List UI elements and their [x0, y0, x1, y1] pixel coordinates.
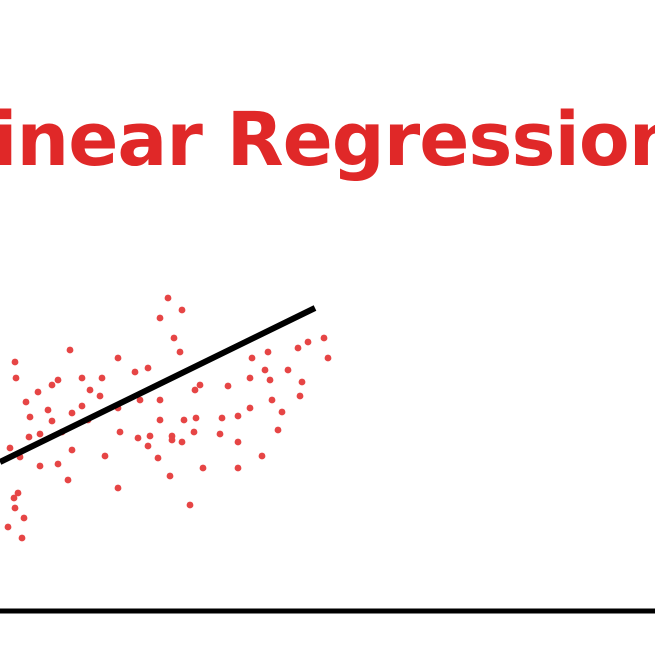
data-point [116, 428, 124, 436]
data-point [10, 494, 18, 502]
data-point [36, 430, 44, 438]
data-point [154, 454, 162, 462]
data-point [136, 396, 144, 404]
data-point [78, 374, 86, 382]
data-point [178, 438, 186, 446]
data-point [246, 374, 254, 382]
data-point [14, 489, 22, 497]
data-point [54, 460, 62, 468]
data-points [4, 294, 332, 542]
data-point [284, 366, 292, 374]
data-point [261, 366, 269, 374]
data-point [54, 376, 62, 384]
data-point [26, 413, 34, 421]
data-point [20, 514, 28, 522]
data-point [320, 334, 328, 342]
data-point [11, 358, 19, 366]
data-point [68, 409, 76, 417]
data-point [68, 446, 76, 454]
data-point [178, 306, 186, 314]
data-point [191, 386, 199, 394]
data-point [48, 381, 56, 389]
data-point [170, 334, 178, 342]
data-point [66, 346, 74, 354]
data-point [258, 452, 266, 460]
data-point [98, 374, 106, 382]
data-point [164, 294, 172, 302]
data-point [224, 382, 232, 390]
data-point [234, 464, 242, 472]
data-point [278, 408, 286, 416]
data-point [36, 462, 44, 470]
data-point [22, 398, 30, 406]
data-point [304, 338, 312, 346]
data-point [186, 501, 194, 509]
data-point [180, 416, 188, 424]
data-point [25, 433, 33, 441]
data-point [134, 434, 142, 442]
page-title: Linear Regression [0, 97, 655, 183]
data-point [156, 314, 164, 322]
data-point [234, 438, 242, 446]
data-point [144, 364, 152, 372]
data-point [176, 348, 184, 356]
data-point [196, 381, 204, 389]
data-point [44, 406, 52, 414]
regression-line [0, 305, 317, 465]
data-point [114, 484, 122, 492]
data-point [96, 392, 104, 400]
data-point [216, 430, 224, 438]
data-point [199, 464, 207, 472]
data-point [11, 504, 19, 512]
data-point [78, 402, 86, 410]
data-point [156, 396, 164, 404]
data-point [144, 442, 152, 450]
data-point [218, 414, 226, 422]
data-point [190, 428, 198, 436]
data-point [114, 354, 122, 362]
data-point [131, 368, 139, 376]
data-point [296, 392, 304, 400]
data-point [294, 344, 302, 352]
data-point [48, 417, 56, 425]
data-point [298, 378, 306, 386]
data-point [86, 386, 94, 394]
data-point [248, 354, 256, 362]
data-point [156, 416, 164, 424]
data-point [274, 426, 282, 434]
data-point [266, 376, 274, 384]
data-point [234, 412, 242, 420]
data-point [6, 444, 14, 452]
data-point [324, 354, 332, 362]
data-point [101, 452, 109, 460]
data-point [34, 388, 42, 396]
data-point [264, 348, 272, 356]
data-point [4, 523, 12, 531]
data-point [168, 436, 176, 444]
data-point [166, 472, 174, 480]
data-point [18, 534, 26, 542]
data-point [268, 396, 276, 404]
data-point [12, 374, 20, 382]
data-point [146, 432, 154, 440]
data-point [246, 404, 254, 412]
data-point [192, 414, 200, 422]
data-point [64, 476, 72, 484]
